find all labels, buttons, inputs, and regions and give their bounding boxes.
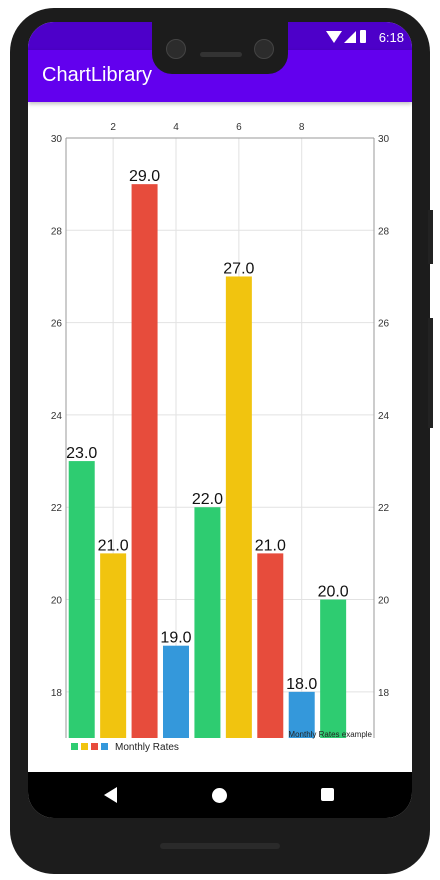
bar (320, 599, 347, 738)
x-tick-label: 6 (236, 122, 242, 133)
recent-apps-icon[interactable] (321, 788, 334, 801)
y-tick-label-right: 26 (378, 319, 390, 330)
screen: 6:18 ChartLibrary 2 4 6 8 18 18 20 20 22 22 24 24 26… (28, 22, 412, 818)
bar-value-label: 22.0 (192, 491, 223, 508)
legend-swatch (91, 743, 98, 750)
home-icon[interactable] (212, 788, 227, 803)
y-tick-label-left: 20 (51, 596, 63, 607)
wifi-icon (326, 31, 342, 43)
y-tick-label-left: 26 (51, 319, 63, 330)
bar (194, 507, 221, 738)
y-tick-label-left: 22 (51, 503, 63, 514)
bottom-speaker-grille (160, 843, 280, 849)
legend-label: Monthly Rates (115, 742, 179, 753)
bar (163, 645, 189, 738)
y-tick-label-right: 28 (378, 226, 390, 237)
y-tick-label-left: 24 (51, 411, 63, 422)
bar (68, 461, 95, 738)
legend-swatch (101, 743, 108, 750)
earpiece-speaker (200, 52, 242, 57)
y-tick-label-left: 28 (51, 226, 63, 237)
signal-icon (344, 31, 356, 43)
y-tick-label-right: 24 (378, 411, 390, 422)
bar-value-label: 27.0 (223, 260, 254, 277)
y-tick-label-right: 20 (378, 596, 390, 607)
back-icon[interactable] (104, 787, 117, 803)
x-tick-label: 2 (110, 122, 116, 133)
bar-value-label: 29.0 (129, 168, 160, 185)
bar-value-label: 20.0 (318, 584, 349, 601)
bar (131, 184, 158, 739)
camera-notch (152, 22, 288, 74)
y-tick-label-left: 30 (51, 134, 63, 145)
bar-value-label: 23.0 (66, 445, 97, 462)
volume-button (428, 318, 433, 428)
battery-icon (360, 30, 366, 43)
chart-description: Monthly Rates example (288, 730, 372, 739)
legend-swatch (81, 743, 88, 750)
navigation-bar (28, 772, 412, 818)
bar-value-label: 19.0 (160, 630, 191, 647)
y-tick-label-right: 22 (378, 503, 390, 514)
bar (225, 276, 252, 738)
bar (288, 691, 315, 738)
bar (257, 553, 284, 738)
bar-value-label: 21.0 (98, 537, 129, 554)
y-tick-label-right: 30 (378, 134, 390, 145)
bar-value-label: 21.0 (255, 537, 286, 554)
bar (100, 553, 127, 738)
legend-swatch (71, 743, 78, 750)
x-tick-label: 8 (299, 122, 305, 133)
power-button (428, 210, 433, 264)
front-camera-icon (166, 39, 186, 59)
app-title: ChartLibrary (42, 64, 153, 86)
x-tick-label: 4 (173, 122, 179, 133)
y-tick-label-right: 18 (378, 688, 390, 699)
bar-value-label: 18.0 (286, 676, 317, 693)
status-time: 6:18 (378, 30, 404, 45)
front-camera-icon (254, 39, 274, 59)
y-tick-label-left: 18 (51, 688, 63, 699)
chart-area: 2 4 6 8 18 18 20 20 22 22 24 24 26 26 28 28 30 30 23.0 21.0… (28, 102, 412, 772)
